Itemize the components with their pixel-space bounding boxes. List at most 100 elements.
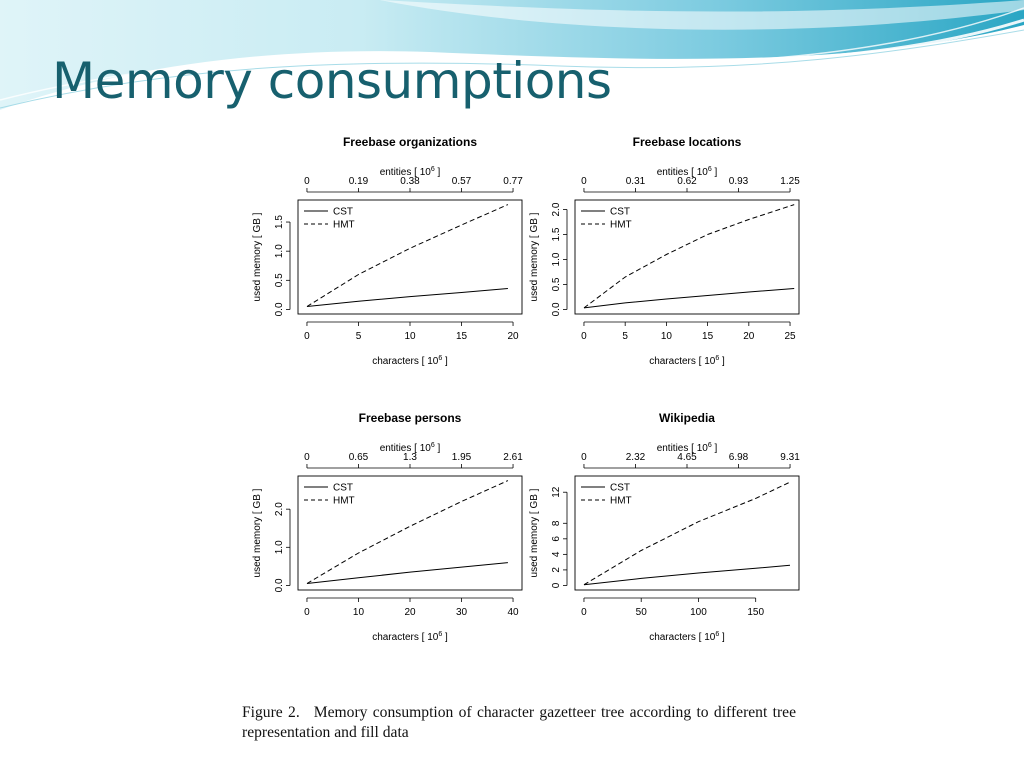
- chart-panel-4: Wikipedia entities [ 106 ] 0 2.32 4.65 6.98 9.…: [529, 411, 800, 643]
- y-tick-label: 0.5: [274, 273, 285, 287]
- top-tick-label: 0.93: [729, 176, 749, 187]
- x-tick-label: 0: [581, 607, 587, 618]
- series-line-hmt: [583, 481, 791, 586]
- y-tick-label: 0.0: [274, 578, 285, 592]
- plot-frame: [297, 199, 523, 315]
- x-tick-label: 25: [784, 331, 796, 342]
- top-axis-label: entities [ 106 ]: [380, 442, 441, 454]
- legend-label-hmt: HMT: [333, 496, 355, 507]
- legend-label-cst: CST: [333, 483, 353, 494]
- x-tick-label: 10: [661, 331, 673, 342]
- plot-frame: [574, 475, 800, 591]
- top-tick-label: 2.32: [626, 452, 646, 463]
- x-tick-label: 15: [456, 331, 468, 342]
- legend-label-cst: CST: [610, 207, 630, 218]
- series-line-cst: [583, 564, 791, 586]
- x-tick-label: 0: [581, 331, 587, 342]
- y-tick-label: 0.0: [551, 302, 562, 316]
- series-line-cst: [583, 288, 795, 309]
- y-axis-label: used memory [ GB ]: [252, 212, 263, 301]
- y-tick-label: 1.5: [551, 227, 562, 241]
- x-tick-label: 40: [507, 607, 519, 618]
- chart-title: Freebase persons: [359, 411, 462, 425]
- series-line-hmt: [306, 204, 509, 307]
- slide-title: Memory consumptions: [52, 52, 612, 110]
- x-tick-label: 50: [636, 607, 648, 618]
- x-axis-label: characters [ 106 ]: [649, 355, 725, 367]
- chart-panel-2: Freebase locations entities [ 106 ] 0 0.31 0…: [529, 135, 800, 367]
- top-axis-label: entities [ 106 ]: [657, 166, 718, 178]
- top-tick-label: 0.77: [503, 176, 523, 187]
- x-tick-label: 30: [456, 607, 468, 618]
- caption-text: Memory consumption of character gazettee…: [242, 704, 796, 741]
- x-axis-label: characters [ 106 ]: [372, 355, 448, 367]
- x-axis-label: characters [ 106 ]: [649, 631, 725, 643]
- y-tick-label: 12: [551, 486, 562, 498]
- x-tick-label: 5: [622, 331, 628, 342]
- y-tick-label: 2: [551, 567, 562, 573]
- chart-title: Wikipedia: [659, 411, 715, 425]
- plot-frame: [297, 475, 523, 591]
- chart-title: Freebase organizations: [343, 135, 477, 149]
- top-tick-label: 1.95: [452, 452, 472, 463]
- series-line-cst: [306, 562, 508, 584]
- top-tick-label: 0.62: [677, 176, 697, 187]
- y-tick-label: 1.0: [274, 540, 285, 554]
- top-tick-label: 2.61: [503, 452, 523, 463]
- y-tick-label: 2.0: [274, 502, 285, 516]
- top-tick-label: 9.31: [780, 452, 800, 463]
- x-tick-label: 0: [304, 607, 310, 618]
- chart-panel-3: Freebase persons entities [ 106 ] 0 0.65 1.3…: [252, 411, 523, 643]
- chart-grid: Freebase organizations entities [ 106 ] 0 0…: [252, 135, 800, 643]
- x-tick-label: 10: [404, 331, 416, 342]
- x-tick-label: 20: [404, 607, 416, 618]
- legend-label-hmt: HMT: [610, 220, 632, 231]
- caption-label: Figure 2.: [242, 704, 300, 721]
- x-tick-label: 20: [743, 331, 755, 342]
- x-tick-label: 15: [702, 331, 714, 342]
- legend-label-cst: CST: [333, 207, 353, 218]
- chart-panel-1: Freebase organizations entities [ 106 ] 0 0…: [252, 135, 523, 367]
- top-tick-label: 4.65: [677, 452, 697, 463]
- x-axis-label: characters [ 106 ]: [372, 631, 448, 643]
- chart-title: Freebase locations: [633, 135, 742, 149]
- y-tick-label: 1.0: [551, 252, 562, 266]
- top-tick-label: 0.57: [452, 176, 472, 187]
- slide-header-wave: [0, 0, 1024, 114]
- x-tick-label: 20: [507, 331, 519, 342]
- y-tick-label: 0: [551, 582, 562, 588]
- y-tick-label: 0.5: [551, 277, 562, 291]
- top-tick-label: 1.3: [403, 452, 417, 463]
- y-tick-label: 0.0: [274, 302, 285, 316]
- legend-label-cst: CST: [610, 483, 630, 494]
- top-tick-label: 0.65: [349, 452, 369, 463]
- top-tick-label: 0: [581, 176, 587, 187]
- top-axis-label: entities [ 106 ]: [657, 442, 718, 454]
- y-axis-label: used memory [ GB ]: [252, 488, 263, 577]
- top-tick-label: 0: [304, 452, 310, 463]
- figure: Freebase organizations entities [ 106 ] 0 0…: [232, 127, 808, 749]
- plot-frame: [574, 199, 800, 315]
- y-axis-label: used memory [ GB ]: [529, 488, 540, 577]
- x-tick-label: 0: [304, 331, 310, 342]
- top-axis-label: entities [ 106 ]: [380, 166, 441, 178]
- top-tick-label: 0: [581, 452, 587, 463]
- top-tick-label: 0: [304, 176, 310, 187]
- y-tick-label: 1.0: [274, 244, 285, 258]
- legend-label-hmt: HMT: [610, 496, 632, 507]
- x-tick-label: 10: [353, 607, 365, 618]
- y-tick-label: 6: [551, 536, 562, 542]
- x-tick-label: 100: [690, 607, 707, 618]
- legend-label-hmt: HMT: [333, 220, 355, 231]
- top-tick-label: 0.31: [626, 176, 646, 187]
- top-tick-label: 0.38: [400, 176, 420, 187]
- y-axis-label: used memory [ GB ]: [529, 212, 540, 301]
- series-line-hmt: [583, 204, 795, 309]
- figure-caption: Figure 2. Memory consumption of character…: [242, 703, 796, 743]
- top-tick-label: 1.25: [780, 176, 800, 187]
- top-tick-label: 6.98: [729, 452, 749, 463]
- y-tick-label: 4: [551, 551, 562, 557]
- y-tick-label: 8: [551, 520, 562, 526]
- top-tick-label: 0.19: [349, 176, 369, 187]
- x-tick-label: 150: [747, 607, 764, 618]
